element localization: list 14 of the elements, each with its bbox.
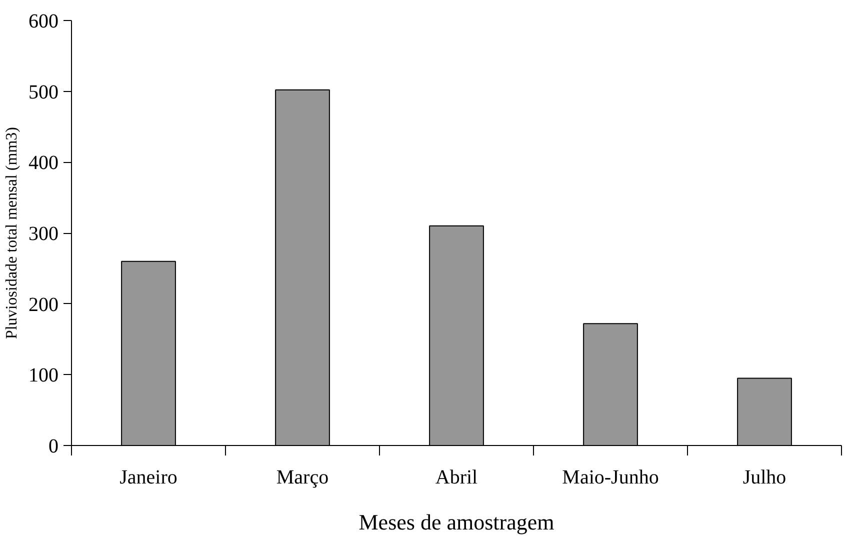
x-tick-label: Abril — [435, 466, 478, 488]
y-tick-label: 500 — [28, 81, 58, 104]
y-tick-label: 100 — [28, 364, 58, 387]
x-tick-label: Janeiro — [120, 466, 178, 488]
y-axis-title: Pluviosidade total mensal (mm3) — [4, 127, 20, 339]
y-tick-label: 400 — [28, 152, 58, 174]
x-tick-label: Maio-Junho — [562, 466, 659, 488]
x-tick-label: Março — [276, 466, 329, 488]
y-tick-label: 600 — [28, 10, 58, 32]
x-axis-title: Meses de amostragem — [358, 510, 554, 534]
y-tick-label: 300 — [28, 223, 58, 245]
x-tick-label: Julho — [742, 466, 786, 488]
y-tick-label: 200 — [28, 294, 58, 316]
y-tick-label: 0 — [48, 436, 58, 458]
